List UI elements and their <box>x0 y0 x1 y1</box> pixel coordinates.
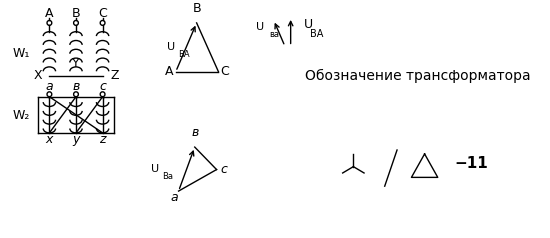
Text: Z: Z <box>110 69 119 82</box>
Text: x: x <box>46 133 53 146</box>
Text: B: B <box>192 2 201 15</box>
Text: в: в <box>191 126 199 139</box>
Text: y: y <box>72 133 80 146</box>
Text: c: c <box>221 163 228 176</box>
Text: Обозначение трансформатора: Обозначение трансформатора <box>305 69 531 83</box>
Text: a: a <box>170 191 178 204</box>
Text: X: X <box>33 69 42 82</box>
Text: C: C <box>221 65 229 78</box>
Text: c: c <box>99 80 106 93</box>
Text: a: a <box>46 80 53 93</box>
Text: W₁: W₁ <box>13 47 30 60</box>
Text: ва: ва <box>269 30 279 39</box>
Text: B: B <box>72 7 80 20</box>
Text: U: U <box>167 42 175 52</box>
Text: −11: −11 <box>454 156 488 171</box>
Text: W₂: W₂ <box>13 109 30 122</box>
Text: BA: BA <box>179 50 190 59</box>
Text: C: C <box>98 7 107 20</box>
Text: z: z <box>100 133 106 146</box>
Text: A: A <box>45 7 54 20</box>
Text: U: U <box>304 18 313 31</box>
Text: Ва: Ва <box>162 172 173 181</box>
Text: Y: Y <box>72 57 80 70</box>
Text: в: в <box>72 80 80 93</box>
Text: U: U <box>151 164 159 174</box>
Text: U: U <box>256 22 264 32</box>
Text: BA: BA <box>310 29 323 39</box>
Text: A: A <box>165 65 173 78</box>
